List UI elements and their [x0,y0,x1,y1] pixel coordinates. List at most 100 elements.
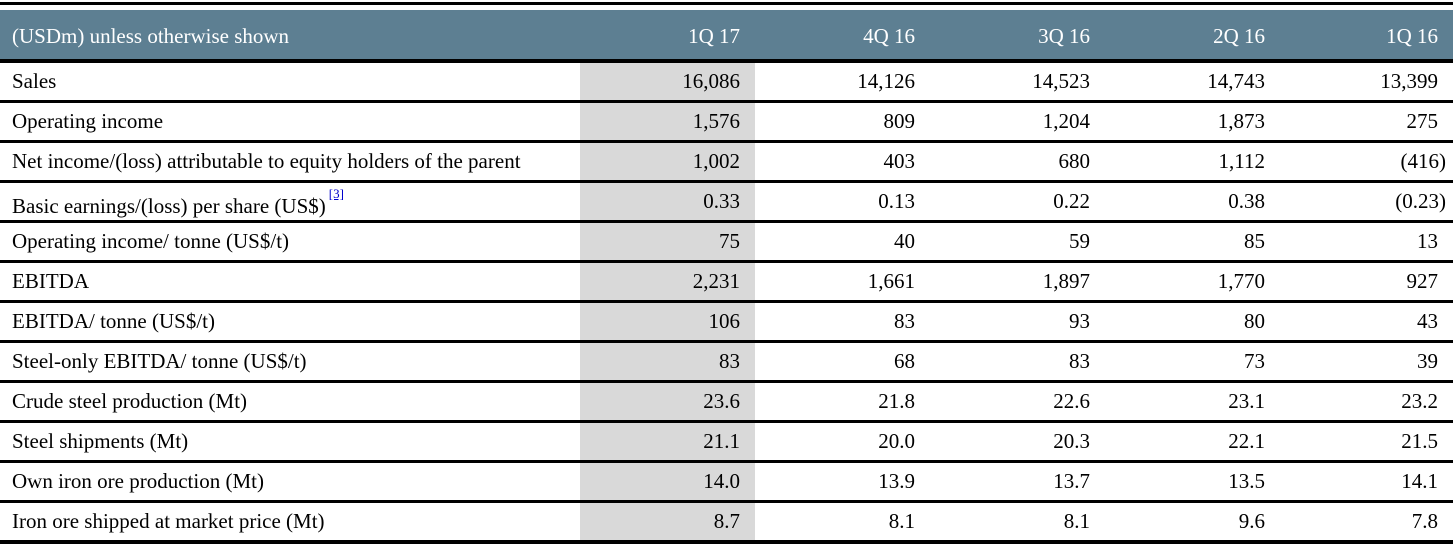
row-label-text: Basic earnings/(loss) per share (US$) [12,194,326,218]
value-cell-4q16: 83 [894,309,915,333]
value-cell-3q16: 1,204 [1042,109,1090,133]
value-cell-2q16: 80 [1244,309,1265,333]
value-cell-1q17: 106 [580,303,755,340]
table-row: EBITDA/ tonne (US$/t) 106 83 93 80 43 [0,303,1453,343]
row-label: Iron ore shipped at market price (Mt) [0,503,580,540]
value-cell-2q16: 23.1 [1228,389,1265,413]
row-label-text: EBITDA [12,269,89,293]
value-cell-3q16: 8.1 [1063,509,1090,533]
value-cell-4q16: 8.1 [888,509,915,533]
value-cell-1q17: 0.33 [580,183,755,220]
value-cell-2q16: 0.38 [1228,189,1265,213]
value-cell-4q16: 13.9 [878,469,915,493]
value-cell-1q16: 21.5 [1401,429,1438,453]
column-header-1q17: 1Q 17 [688,24,740,48]
row-label: Own iron ore production (Mt) [0,463,580,500]
row-label: Steel shipments (Mt) [0,423,580,460]
value-cell-1q16: 13 [1417,229,1438,253]
value-cell-3q16: 680 [1058,149,1091,173]
column-header-3q16: 3Q 16 [1038,24,1090,48]
value-cell-3q16: 83 [1069,349,1090,373]
value-cell-4q16: 68 [894,349,915,373]
value-cell-3q16: 14,523 [1032,69,1090,93]
value-cell-1q16: 39 [1417,349,1438,373]
row-label-text: Iron ore shipped at market price (Mt) [12,509,325,533]
row-label-text: Own iron ore production (Mt) [12,469,264,493]
table-row: Iron ore shipped at market price (Mt) 8.… [0,503,1453,540]
value-cell-2q16: 1,873 [1217,109,1265,133]
value-cell-2q16: 9.6 [1238,509,1265,533]
value-cell-4q16: 403 [883,149,916,173]
value-cell-2q16: 13.5 [1228,469,1265,493]
row-label: Net income/(loss) attributable to equity… [0,143,580,180]
header-gap [0,5,1453,10]
row-label-text: Crude steel production (Mt) [12,389,248,413]
column-header-1q16: 1Q 16 [1386,24,1438,48]
row-label-text: Net income/(loss) attributable to equity… [12,149,521,173]
value-cell-3q16: 1,897 [1042,269,1090,293]
row-label: Operating income [0,103,580,140]
top-rule [0,2,1453,5]
value-cell-4q16: 21.8 [878,389,915,413]
value-cell-1q16: 7.8 [1411,509,1438,533]
column-header-4q16: 4Q 16 [863,24,915,48]
value-cell-3q16: 0.22 [1053,189,1090,213]
value-cell-4q16: 809 [883,109,916,133]
value-cell-1q16: (416) [1400,149,1447,173]
value-cell-4q16: 0.13 [878,189,915,213]
table-row: Own iron ore production (Mt) 14.0 13.9 1… [0,463,1453,503]
row-label: Sales [0,63,580,100]
value-cell-2q16: 73 [1244,349,1265,373]
value-cell-3q16: 20.3 [1053,429,1090,453]
value-cell-1q17: 23.6 [580,383,755,420]
value-cell-3q16: 22.6 [1053,389,1090,413]
value-cell-4q16: 20.0 [878,429,915,453]
row-label: Operating income/ tonne (US$/t) [0,223,580,260]
value-cell-1q17: 1,002 [580,143,755,180]
value-cell-3q16: 13.7 [1053,469,1090,493]
row-label-text: Operating income/ tonne (US$/t) [12,229,290,253]
table-row: EBITDA 2,231 1,661 1,897 1,770 927 [0,263,1453,303]
value-cell-1q17: 21.1 [580,423,755,460]
table-row: Steel shipments (Mt) 21.1 20.0 20.3 22.1… [0,423,1453,463]
row-label: Basic earnings/(loss) per share (US$)[3] [0,183,580,220]
value-cell-1q16: 927 [1406,269,1439,293]
value-cell-1q17: 8.7 [580,503,755,540]
table-row: Steel-only EBITDA/ tonne (US$/t) 83 68 8… [0,343,1453,383]
value-cell-1q16: 13,399 [1380,69,1438,93]
row-label: Steel-only EBITDA/ tonne (US$/t) [0,343,580,380]
row-label-text: Steel-only EBITDA/ tonne (US$/t) [12,349,307,373]
value-cell-1q17: 14.0 [580,463,755,500]
row-label-text: Steel shipments (Mt) [12,429,189,453]
value-cell-2q16: 1,112 [1218,149,1265,173]
value-cell-2q16: 1,770 [1217,269,1265,293]
footnote-link[interactable]: [3] [328,186,344,201]
table-row: Operating income 1,576 809 1,204 1,873 2… [0,103,1453,143]
row-label: EBITDA/ tonne (US$/t) [0,303,580,340]
table-body: Sales 16,086 14,126 14,523 14,743 13,399… [0,63,1453,544]
table-header-row: (USDm) unless otherwise shown 1Q 17 4Q 1… [0,10,1453,63]
units-label: (USDm) unless otherwise shown [12,24,290,48]
value-cell-2q16: 22.1 [1228,429,1265,453]
row-label: Crude steel production (Mt) [0,383,580,420]
value-cell-1q16: 275 [1406,109,1439,133]
quarterly-results-table: (USDm) unless otherwise shown 1Q 17 4Q 1… [0,2,1453,544]
row-label-text: EBITDA/ tonne (US$/t) [12,309,215,333]
table-row: Sales 16,086 14,126 14,523 14,743 13,399 [0,63,1453,103]
row-label-text: Operating income [12,109,164,133]
value-cell-3q16: 59 [1069,229,1090,253]
table-row: Operating income/ tonne (US$/t) 75 40 59… [0,223,1453,263]
value-cell-4q16: 14,126 [857,69,915,93]
value-cell-1q16: (0.23) [1395,189,1446,213]
value-cell-2q16: 85 [1244,229,1265,253]
value-cell-4q16: 1,661 [867,269,915,293]
row-label-text: Sales [12,69,57,93]
value-cell-1q17: 1,576 [580,103,755,140]
row-label: EBITDA [0,263,580,300]
value-cell-1q16: 23.2 [1401,389,1438,413]
value-cell-1q17: 83 [580,343,755,380]
value-cell-1q16: 14.1 [1401,469,1438,493]
table-row: Basic earnings/(loss) per share (US$)[3]… [0,183,1453,223]
value-cell-1q17: 75 [580,223,755,260]
value-cell-1q17: 2,231 [580,263,755,300]
